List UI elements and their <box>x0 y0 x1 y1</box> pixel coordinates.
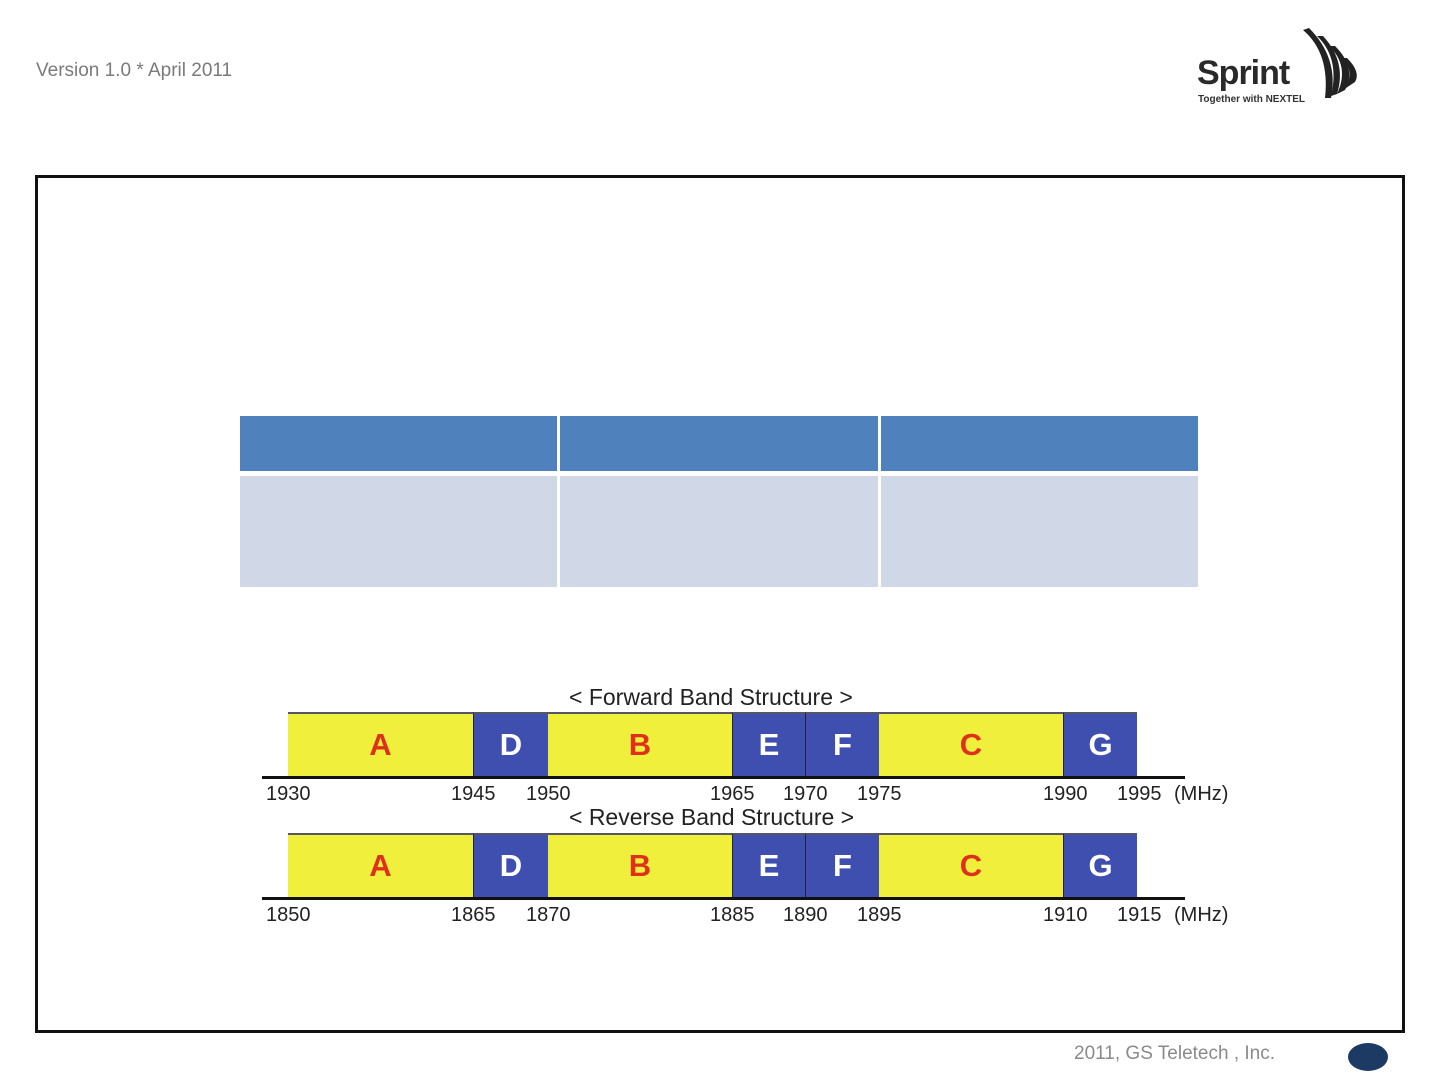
forward-band-title: < Forward Band Structure > <box>569 684 853 710</box>
logo-swoosh-icon <box>1303 28 1357 98</box>
reverse-axis-line <box>262 897 1185 900</box>
forward-tick-label: 1965 <box>710 783 755 805</box>
reverse-tick-label: 1885 <box>710 904 755 926</box>
table-header-cell <box>240 416 558 471</box>
forward-tick-label: 1995 <box>1117 783 1162 805</box>
forward-axis-line <box>262 776 1185 779</box>
reverse-tick-label: 1910 <box>1043 904 1088 926</box>
forward-band-b: B <box>548 712 732 776</box>
content-frame <box>35 175 1405 1033</box>
table-row <box>240 471 1198 587</box>
reverse-unit-label: (MHz) <box>1174 904 1229 926</box>
page-number-badge <box>1348 1043 1388 1071</box>
table-header-row <box>240 416 1198 471</box>
table-header-cell <box>560 416 878 471</box>
reverse-tick-label: 1915 <box>1117 904 1162 926</box>
reverse-band-g: G <box>1063 833 1137 897</box>
info-table <box>240 416 1198 587</box>
reverse-band-e: E <box>732 833 805 897</box>
forward-band-f: F <box>805 712 879 776</box>
logo-word: Sprint <box>1197 54 1290 92</box>
table-cell <box>880 476 1198 587</box>
forward-unit-label: (MHz) <box>1174 783 1229 805</box>
reverse-tick-label: 1865 <box>451 904 496 926</box>
forward-tick-label: 1950 <box>526 783 571 805</box>
reverse-band-b: B <box>548 833 732 897</box>
reverse-band-f: F <box>805 833 879 897</box>
forward-tick-label: 1945 <box>451 783 496 805</box>
reverse-tick-label: 1890 <box>783 904 828 926</box>
reverse-band-a: A <box>288 833 473 897</box>
forward-band-c: C <box>879 712 1063 776</box>
reverse-band-d: D <box>473 833 548 897</box>
reverse-tick-label: 1870 <box>526 904 571 926</box>
forward-tick-label: 1970 <box>783 783 828 805</box>
forward-tick-label: 1990 <box>1043 783 1088 805</box>
table-header-cell <box>880 416 1198 471</box>
forward-band-a: A <box>288 712 473 776</box>
table-cell <box>560 476 878 587</box>
version-text: Version 1.0 * April 2011 <box>36 60 233 81</box>
forward-band-d: D <box>473 712 548 776</box>
forward-tick-label: 1930 <box>266 783 311 805</box>
copyright-text: 2011, GS Teletech , Inc. <box>1074 1043 1276 1064</box>
reverse-tick-label: 1850 <box>266 904 311 926</box>
table-cell <box>240 476 558 587</box>
reverse-tick-label: 1895 <box>857 904 902 926</box>
sprint-logo: Sprint Together with NEXTEL <box>1195 28 1365 110</box>
forward-tick-label: 1975 <box>857 783 902 805</box>
forward-band-e: E <box>732 712 805 776</box>
reverse-band-title: < Reverse Band Structure > <box>569 804 855 830</box>
logo-tagline: Together with NEXTEL <box>1198 94 1306 105</box>
forward-band-g: G <box>1063 712 1137 776</box>
reverse-band-c: C <box>879 833 1063 897</box>
